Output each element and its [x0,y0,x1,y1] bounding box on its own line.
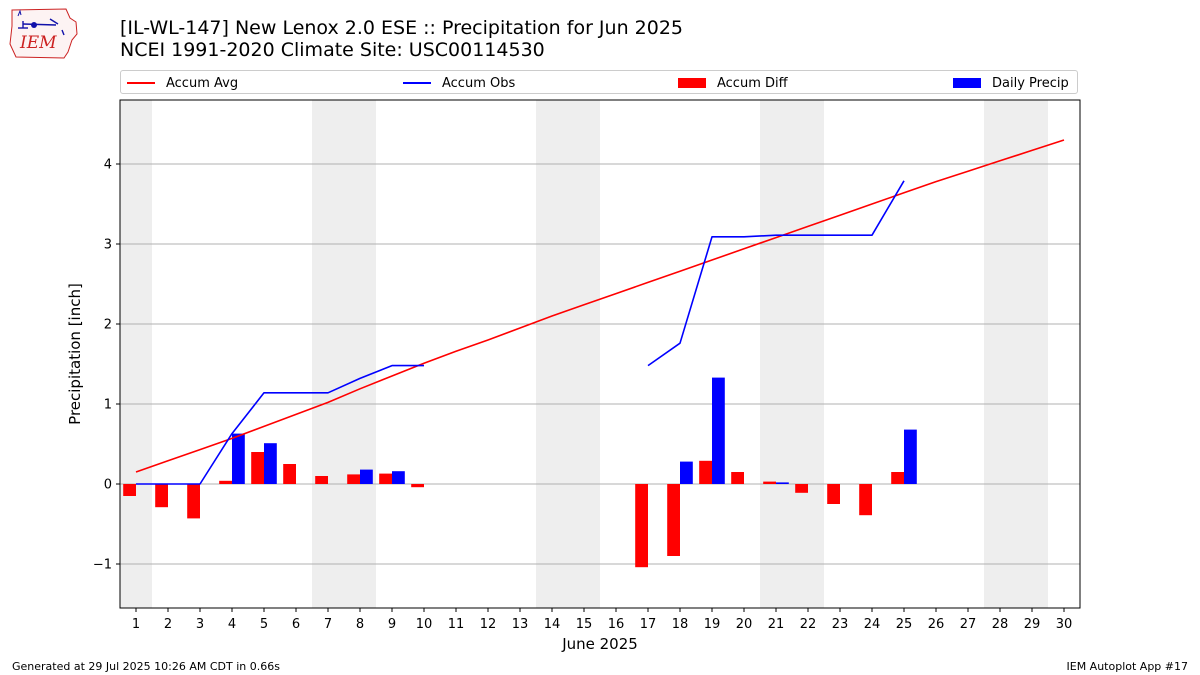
legend-item-accum-avg: Accum Avg [127,74,238,92]
accum-diff-bar [123,484,136,496]
x-tick-label: 12 [480,617,497,632]
x-tick-label: 25 [896,617,913,632]
x-tick-label: 26 [928,617,945,632]
accum-avg-line [135,139,1065,473]
accum-diff-bar [795,484,808,493]
daily-precip-bar [232,433,245,484]
x-axis-label: June 2025 [561,635,638,653]
x-tick-label: 4 [228,617,236,632]
weekend-band [312,100,344,608]
daily-precip-bar [776,482,789,484]
daily-precip-bar [680,461,693,484]
weekend-band [1016,100,1048,608]
weekend-band [536,100,568,608]
generated-note: Generated at 29 Jul 2025 10:26 AM CDT in… [12,660,280,673]
x-tick-label: 15 [576,617,593,632]
weekend-band [568,100,600,608]
accum-diff-bar [827,484,840,504]
x-tick-label: 2 [164,617,172,632]
accum-diff-bar [251,452,264,484]
x-tick-label: 20 [736,617,753,632]
weekend-band [760,100,792,608]
x-tick-label: 29 [1024,617,1041,632]
accum-diff-bar [155,484,168,508]
legend-swatch-accum-diff [678,78,706,88]
legend-item-accum-obs: Accum Obs [403,74,515,92]
accum-diff-bar [859,484,872,516]
accum-diff-bar [315,476,328,484]
accum-diff-bar [731,472,744,484]
daily-precip-bar [904,429,917,484]
accum-diff-bar [411,484,424,488]
daily-precip-bar [360,469,373,484]
y-tick-label: −1 [93,558,112,573]
y-tick-label: 4 [104,158,112,173]
chart-subtitle: NCEI 1991-2020 Climate Site: USC00114530 [120,39,545,61]
x-tick-label: 22 [800,617,817,632]
weekend-band [792,100,824,608]
x-tick-label: 7 [324,617,332,632]
y-tick-label: 2 [104,318,112,333]
weekend-band [120,100,152,608]
x-tick-label: 13 [512,617,529,632]
iem-logo: IEM [9,8,78,59]
x-tick-label: 1 [132,617,140,632]
accum-diff-bar [763,481,776,484]
x-tick-label: 28 [992,617,1009,632]
accum-diff-bar [667,484,680,556]
accum-diff-bar [379,473,392,484]
logo-text: IEM [19,33,57,53]
legend-label-accum-obs: Accum Obs [442,75,516,91]
x-tick-label: 30 [1056,617,1073,632]
x-tick-label: 9 [388,617,396,632]
accum-diff-bar [891,472,904,484]
y-tick-label: 1 [104,398,112,413]
accum-obs-line [647,180,905,367]
legend-item-accum-diff: Accum Diff [678,74,788,92]
x-tick-label: 21 [768,617,785,632]
x-tick-label: 18 [672,617,689,632]
accum-diff-bar [347,474,360,484]
accum-diff-bar [283,464,296,484]
x-tick-label: 24 [864,617,881,632]
plot-area [120,100,1080,608]
x-tick-label: 23 [832,617,849,632]
y-tick-label: 3 [104,238,112,253]
accum-obs-line [136,364,424,485]
legend-swatch-accum-obs [403,82,431,84]
x-tick-label: 27 [960,617,977,632]
app-note: IEM Autoplot App #17 [1066,660,1189,673]
y-axis-label: Precipitation [inch] [66,283,84,425]
legend: Accum Avg Accum Obs Accum Diff Daily Pre… [120,70,1078,94]
legend-item-daily-precip: Daily Precip [953,74,1069,92]
accum-diff-bar [635,484,648,568]
y-tick-label: 0 [104,478,112,493]
legend-label-accum-avg: Accum Avg [166,75,239,91]
x-tick-label: 11 [448,617,465,632]
x-tick-label: 5 [260,617,268,632]
accum-diff-bar [187,484,200,519]
x-tick-label: 10 [416,617,433,632]
legend-swatch-daily-precip [953,78,981,88]
x-tick-label: 3 [196,617,204,632]
weekend-band [344,100,376,608]
x-tick-label: 17 [640,617,657,632]
daily-precip-bar [264,443,277,484]
chart-title: [IL-WL-147] New Lenox 2.0 ESE :: Precipi… [120,17,684,39]
weekend-band [984,100,1016,608]
x-tick-label: 19 [704,617,721,632]
daily-precip-bar [712,377,725,484]
x-tick-label: 16 [608,617,625,632]
accum-diff-bar [699,460,712,484]
x-tick-label: 14 [544,617,561,632]
x-tick-label: 6 [292,617,300,632]
legend-swatch-accum-avg [127,82,155,84]
accum-diff-bar [219,480,232,484]
legend-label-accum-diff: Accum Diff [717,75,788,91]
plot-frame [119,99,1081,609]
x-tick-label: 8 [356,617,364,632]
daily-precip-bar [392,471,405,484]
legend-label-daily-precip: Daily Precip [992,75,1069,91]
